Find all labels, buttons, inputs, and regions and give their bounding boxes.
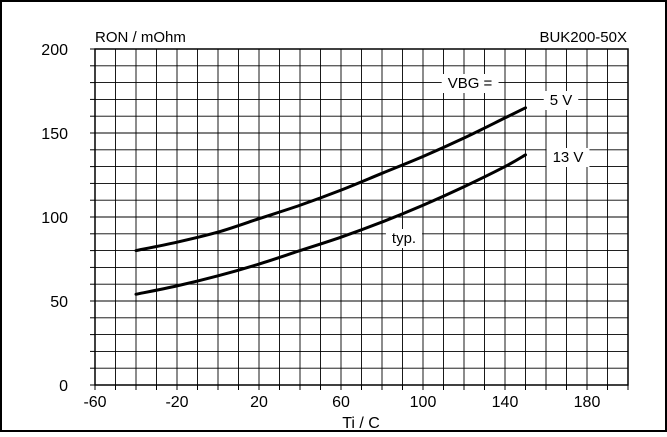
annotation-typ: typ. bbox=[392, 230, 416, 247]
series-label-5v-bg bbox=[543, 91, 579, 110]
annotation-typ-group: typ. bbox=[385, 229, 423, 248]
x-tick-label: 60 bbox=[332, 394, 350, 411]
x-tick-label: -60 bbox=[83, 394, 106, 411]
x-tick-label: 20 bbox=[250, 394, 268, 411]
labels: RON / mOhm BUK200-50X Ti / C VBG = 5 V 13 … bbox=[95, 29, 627, 432]
plot-frame bbox=[94, 48, 629, 386]
chart-title-left: RON / mOhm bbox=[95, 29, 186, 46]
series-label-13v: 13 V bbox=[553, 149, 584, 166]
series-label-5v-group: 5 V bbox=[543, 91, 579, 110]
series-label-13v-bg bbox=[546, 148, 590, 167]
x-axis-label: Ti / C bbox=[342, 415, 380, 432]
legend-header-bg bbox=[441, 74, 499, 93]
legend-header: VBG = bbox=[448, 75, 493, 92]
legend-header-group: VBG = bbox=[441, 74, 499, 93]
y-tick-label: 0 bbox=[59, 378, 68, 395]
x-tick-label: 180 bbox=[574, 394, 601, 411]
series-label-13v-group: 13 V bbox=[546, 148, 590, 167]
tick-labels: -60 -20 20 60 100 140 180 0 50 100 150 200 bbox=[41, 42, 600, 411]
x-tick-label: -20 bbox=[165, 394, 188, 411]
x-tick-label: 100 bbox=[410, 394, 437, 411]
y-tick-label: 50 bbox=[50, 294, 68, 311]
series-lines bbox=[134, 106, 527, 296]
annotation-typ-bg bbox=[385, 229, 423, 248]
series-label-5v: 5 V bbox=[550, 92, 573, 109]
x-tick-label: 140 bbox=[492, 394, 519, 411]
y-tick-label: 100 bbox=[41, 210, 68, 227]
chart-title-right: BUK200-50X bbox=[539, 29, 627, 46]
series-line-2 bbox=[134, 153, 527, 296]
y-tick-label: 200 bbox=[41, 42, 68, 59]
series-line-1 bbox=[134, 106, 527, 253]
y-tick-label: 150 bbox=[41, 126, 68, 143]
